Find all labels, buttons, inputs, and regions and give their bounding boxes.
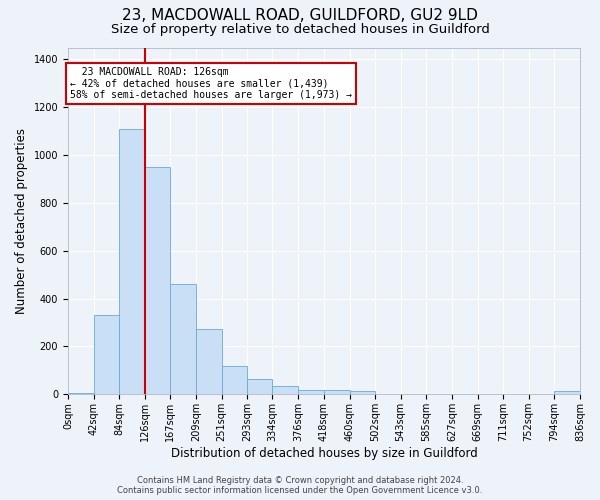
Bar <box>324 390 350 394</box>
Text: 23 MACDOWALL ROAD: 126sqm
← 42% of detached houses are smaller (1,439)
58% of se: 23 MACDOWALL ROAD: 126sqm ← 42% of detac… <box>70 66 352 100</box>
Bar <box>221 366 247 394</box>
Text: Contains HM Land Registry data © Crown copyright and database right 2024.
Contai: Contains HM Land Registry data © Crown c… <box>118 476 482 495</box>
Text: Size of property relative to detached houses in Guildford: Size of property relative to detached ho… <box>110 22 490 36</box>
Bar <box>94 316 119 394</box>
Bar <box>554 391 580 394</box>
Bar <box>272 386 298 394</box>
Bar <box>247 379 272 394</box>
Bar <box>68 393 94 394</box>
Bar <box>119 129 145 394</box>
Bar <box>298 390 324 394</box>
Bar <box>145 167 170 394</box>
Bar <box>170 284 196 395</box>
X-axis label: Distribution of detached houses by size in Guildford: Distribution of detached houses by size … <box>170 447 478 460</box>
Bar <box>196 328 221 394</box>
Text: 23, MACDOWALL ROAD, GUILDFORD, GU2 9LD: 23, MACDOWALL ROAD, GUILDFORD, GU2 9LD <box>122 8 478 22</box>
Bar <box>350 391 376 394</box>
Y-axis label: Number of detached properties: Number of detached properties <box>15 128 28 314</box>
